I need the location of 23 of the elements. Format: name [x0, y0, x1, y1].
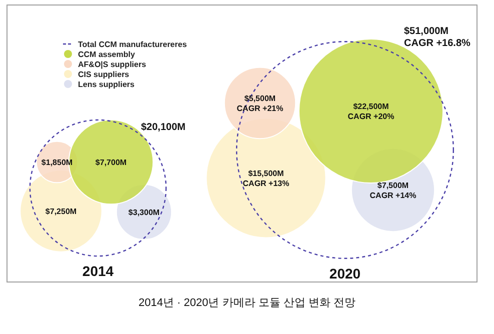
text: CAGR +20% [348, 112, 394, 121]
data-label: $1,850M [41, 158, 73, 167]
data-label: $7,250M [45, 207, 77, 216]
text: CAGR +14% [370, 191, 416, 200]
data-label: $20,100M [141, 122, 186, 133]
data-label: $15,500M [248, 169, 284, 178]
category-label: 2020 [329, 265, 361, 282]
legend-label: Lens suppliers [78, 80, 136, 89]
legend-label: CCM assembly [78, 50, 136, 59]
legend-label: Total CCM manufacturereres [78, 40, 188, 49]
data-label: $3,300M [128, 208, 160, 217]
legend-label: AF&O|S suppliers [78, 60, 147, 69]
data-label: $5,500M [244, 94, 276, 103]
data-label: $22,500M [353, 102, 390, 111]
data-label: $7,500M [377, 181, 409, 190]
legend-label: CIS suppliers [78, 70, 130, 79]
text: CAGR +21% [236, 104, 284, 113]
text: CAGR +13% [242, 179, 290, 188]
data-label: $7,700M [95, 158, 127, 167]
text: CAGR +16.8% [404, 38, 471, 49]
category-label: 2014 [82, 263, 114, 280]
data-label: $51,000M [404, 26, 448, 37]
text: 2014년 · 2020년 카메라 모듈 산업 변화 전망 [138, 297, 356, 309]
